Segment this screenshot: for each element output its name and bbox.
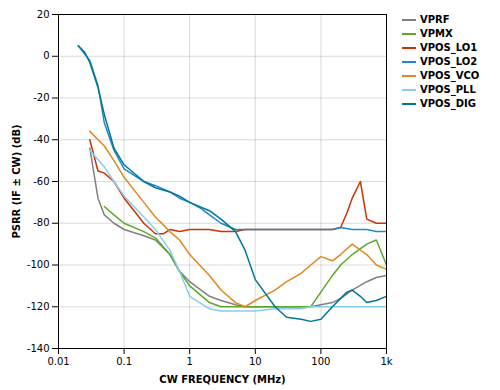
html-text:VPMX: VPMX	[420, 28, 453, 39]
svg-text:1k: 1k	[380, 356, 392, 367]
svg-text:CW FREQUENCY (MHz): CW FREQUENCY (MHz)	[159, 374, 285, 385]
html-text:VPOS_PLL: VPOS_PLL	[420, 84, 476, 95]
svg-text:-120: -120	[27, 301, 50, 312]
svg-text:PSRR (IF ± CW) (dB): PSRR (IF ± CW) (dB)	[11, 124, 22, 238]
svg-text:100: 100	[311, 356, 330, 367]
svg-text:-100: -100	[27, 259, 50, 270]
svg-text:0: 0	[43, 50, 49, 61]
svg-text:-40: -40	[33, 134, 49, 145]
html-text:VPRF: VPRF	[420, 14, 450, 25]
svg-text:-60: -60	[33, 176, 49, 187]
svg-text:-140: -140	[27, 343, 50, 354]
svg-text:10: 10	[249, 356, 262, 367]
svg-text:-20: -20	[33, 92, 49, 103]
html-text:VPOS_LO2: VPOS_LO2	[420, 56, 478, 67]
html-text:VPOS_DIG: VPOS_DIG	[420, 98, 476, 109]
svg-text:0.01: 0.01	[47, 356, 69, 367]
svg-text:-80: -80	[33, 217, 49, 228]
html-text:VPOS_VCO: VPOS_VCO	[420, 70, 480, 81]
html-text:VPOS_LO1: VPOS_LO1	[420, 42, 478, 53]
svg-text:0.1: 0.1	[116, 356, 132, 367]
svg-text:1: 1	[187, 356, 193, 367]
svg-text:20: 20	[37, 9, 50, 20]
